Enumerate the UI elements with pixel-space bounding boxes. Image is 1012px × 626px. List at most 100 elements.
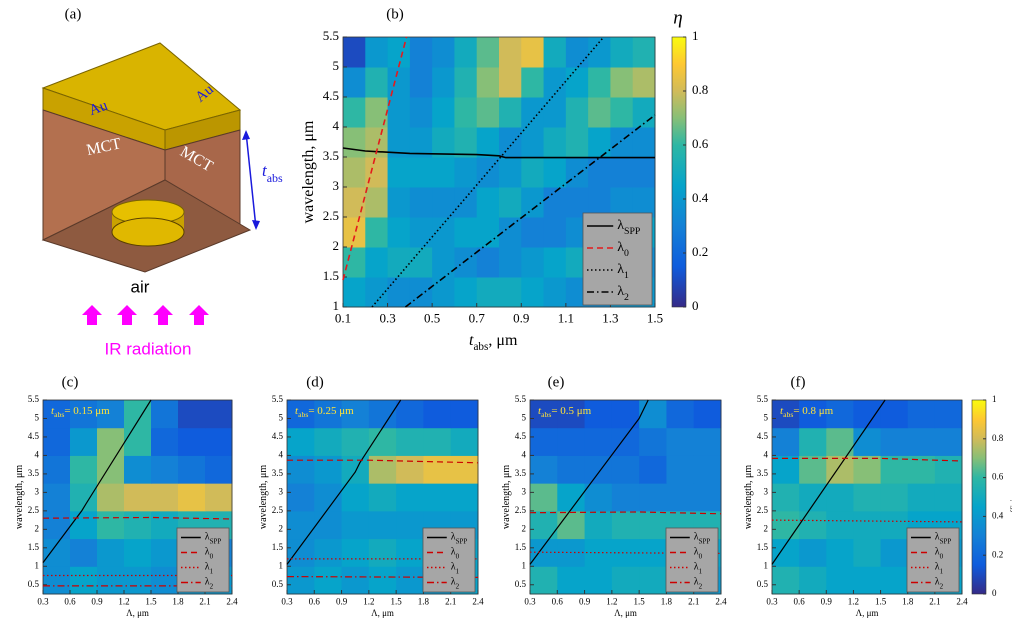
colorbar-tick-label: 0.2 bbox=[992, 549, 1003, 559]
series-line bbox=[286, 576, 479, 578]
x-tick-label: 2.1 bbox=[688, 597, 699, 607]
colorbar-label: η bbox=[673, 7, 682, 28]
heat-cell bbox=[610, 187, 634, 218]
heat-cell bbox=[543, 67, 567, 98]
series-line bbox=[342, 147, 655, 159]
legend-sub: 1 bbox=[210, 567, 214, 575]
legend-sub: 0 bbox=[940, 552, 944, 560]
heat-cell bbox=[396, 483, 424, 512]
y-tick-label: 4.5 bbox=[28, 431, 40, 441]
heat-cell bbox=[826, 566, 854, 595]
y-axis-label: wavelength, μm bbox=[743, 465, 754, 529]
heat-cell bbox=[476, 217, 500, 248]
x-tick-label: 2.4 bbox=[715, 597, 727, 607]
legend-sub: 1 bbox=[699, 567, 703, 575]
heat-cell bbox=[499, 67, 522, 98]
y-tick-label: 1 bbox=[35, 560, 40, 570]
y-tick-label: 4.5 bbox=[323, 88, 339, 103]
heat-cell bbox=[205, 483, 233, 512]
x-tick-label: 0.3 bbox=[37, 597, 49, 607]
heat-cell bbox=[799, 510, 827, 540]
heat-cell bbox=[341, 427, 370, 456]
heat-cell bbox=[124, 455, 152, 484]
y-tick-label: 2.5 bbox=[323, 208, 339, 223]
heat-cell bbox=[454, 247, 478, 278]
heat-cell bbox=[343, 127, 366, 158]
heat-cell bbox=[557, 427, 586, 456]
y-tick-label: 0.5 bbox=[272, 579, 284, 589]
colorbar-label: efficiency η bbox=[1009, 478, 1012, 516]
heat-cell bbox=[178, 427, 206, 456]
heat-cell bbox=[314, 483, 343, 512]
y-tick-label: 4 bbox=[279, 449, 284, 459]
legend-main: λ bbox=[205, 532, 210, 543]
heat-cell bbox=[610, 97, 634, 128]
legend-label: λ0 bbox=[205, 547, 214, 560]
label-main: t bbox=[295, 405, 299, 417]
heat-cell bbox=[396, 455, 424, 484]
heat-cell bbox=[543, 127, 567, 158]
heat-cell bbox=[584, 566, 613, 595]
heat-cell bbox=[772, 427, 800, 456]
plot-frame bbox=[286, 399, 479, 595]
heat-cell bbox=[639, 455, 667, 484]
x-tick-label: 1.5 bbox=[647, 310, 663, 325]
heat-cell bbox=[907, 400, 936, 429]
y-tick-label: 0.5 bbox=[515, 579, 527, 589]
legend-sub: 2 bbox=[940, 582, 944, 590]
label-sub: abs bbox=[783, 410, 793, 419]
legend-main: λ bbox=[451, 532, 456, 543]
heat-cell bbox=[43, 566, 71, 595]
series-line bbox=[42, 399, 152, 563]
heat-cell bbox=[543, 187, 567, 218]
heat-cell bbox=[387, 217, 411, 248]
heat-cell bbox=[632, 37, 656, 68]
legend-main: λ bbox=[205, 562, 210, 573]
series-line bbox=[529, 511, 722, 515]
heat-cell bbox=[565, 67, 589, 98]
heat-cell bbox=[396, 510, 424, 540]
heat-cell bbox=[499, 187, 522, 218]
heat-cell bbox=[853, 455, 882, 484]
x-tick-label: 1.8 bbox=[418, 597, 430, 607]
legend-label: λSPP bbox=[694, 532, 711, 545]
y-axis-label: wavelength, μm bbox=[14, 465, 25, 529]
heat-cell bbox=[639, 566, 667, 595]
legend-main: λ bbox=[617, 262, 624, 277]
heat-cell bbox=[387, 247, 411, 278]
x-tick-label: 2.1 bbox=[199, 597, 210, 607]
panel: (e) 0.3 0.6 0.9 1.2 1.5 1.8 2.1 2.4 0.5 1 1.5 2 2.5 3 3… bbox=[501, 374, 727, 617]
heat-cell bbox=[565, 37, 589, 68]
colorbar-tick-label: 0.6 bbox=[992, 472, 1004, 482]
annotation: tabs= 0.15 μm bbox=[51, 405, 110, 420]
legend-label: λ2 bbox=[451, 577, 460, 590]
legend-label: λ1 bbox=[694, 562, 703, 575]
series-line bbox=[371, 36, 605, 308]
heat-cell bbox=[124, 483, 152, 512]
y-tick-label: 3.5 bbox=[272, 468, 284, 478]
heat-cell bbox=[588, 67, 611, 98]
heat-cell bbox=[341, 483, 370, 512]
y-tick-label: 5 bbox=[279, 413, 284, 423]
heat-cell bbox=[934, 455, 963, 484]
y-tick-label: 4 bbox=[35, 449, 40, 459]
legend-main: λ bbox=[205, 577, 210, 588]
heat-cell bbox=[693, 483, 722, 512]
heat-cell bbox=[432, 67, 455, 98]
heat-cell bbox=[772, 510, 800, 540]
y-tick-label: 1.5 bbox=[272, 542, 284, 552]
legend-sub: 1 bbox=[456, 567, 460, 575]
x-tick-label: 1.5 bbox=[875, 597, 887, 607]
heat-cell bbox=[611, 427, 640, 456]
legend-label: λ0 bbox=[451, 547, 460, 560]
heat-cell bbox=[530, 400, 558, 429]
heat-cell bbox=[799, 455, 827, 484]
heat-cell bbox=[907, 427, 936, 456]
heat-cell bbox=[97, 510, 125, 540]
legend-label: λ1 bbox=[935, 562, 944, 575]
legend-label: λSPP bbox=[451, 532, 468, 545]
heat-cell bbox=[409, 217, 433, 248]
x-tick-label: 2.1 bbox=[929, 597, 940, 607]
heat-cell bbox=[343, 97, 366, 128]
annotation: tabs= 0.5 μm bbox=[538, 405, 592, 420]
